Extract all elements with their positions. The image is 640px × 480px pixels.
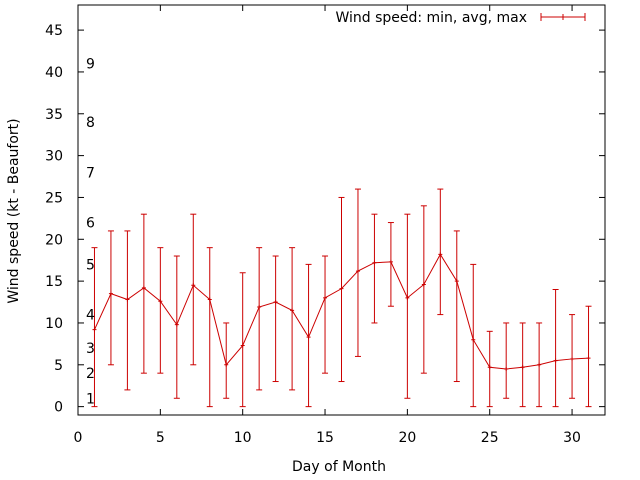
y-tick-label: 20 xyxy=(45,232,63,248)
avg-point xyxy=(158,299,163,304)
y-tick-label: 45 xyxy=(45,23,63,39)
y-tick-label: 5 xyxy=(54,358,63,374)
beaufort-label: 8 xyxy=(86,115,95,131)
beaufort-label: 2 xyxy=(86,366,95,382)
avg-point xyxy=(224,362,229,367)
avg-point xyxy=(520,365,525,370)
y-tick-label: 0 xyxy=(54,400,63,416)
beaufort-label: 3 xyxy=(86,341,95,357)
y-tick-label: 10 xyxy=(45,316,63,332)
avg-point xyxy=(570,356,575,361)
avg-point xyxy=(438,252,443,257)
avg-point xyxy=(537,362,542,367)
avg-point xyxy=(306,335,311,340)
avg-point xyxy=(108,291,113,296)
avg-point xyxy=(290,308,295,313)
avg-point xyxy=(487,365,492,370)
avg-point xyxy=(421,282,426,287)
avg-point xyxy=(339,286,344,291)
beaufort-label: 9 xyxy=(86,57,95,73)
avg-point xyxy=(273,300,278,305)
avg-point xyxy=(372,260,377,265)
avg-point xyxy=(174,322,179,327)
y-axis-label: Wind speed (kt - Beaufort) xyxy=(6,118,22,303)
avg-point xyxy=(92,327,97,332)
avg-point xyxy=(405,295,410,300)
legend-label: Wind speed: min, avg, max xyxy=(335,10,527,26)
beaufort-label: 6 xyxy=(86,216,95,232)
avg-point xyxy=(355,269,360,274)
x-tick-label: 20 xyxy=(398,430,416,446)
avg-point xyxy=(323,295,328,300)
y-tick-label: 40 xyxy=(45,65,63,81)
y-tick-label: 25 xyxy=(45,190,63,206)
x-tick-label: 0 xyxy=(74,430,83,446)
beaufort-label: 1 xyxy=(86,391,95,407)
avg-point xyxy=(553,358,558,363)
avg-point xyxy=(471,337,476,342)
avg-point xyxy=(207,297,212,302)
x-tick-label: 30 xyxy=(563,430,581,446)
x-tick-label: 5 xyxy=(156,430,165,446)
y-tick-label: 30 xyxy=(45,149,63,165)
avg-point xyxy=(586,356,591,361)
avg-point xyxy=(191,283,196,288)
y-tick-label: 35 xyxy=(45,107,63,123)
avg-point xyxy=(504,366,509,371)
x-tick-label: 15 xyxy=(316,430,334,446)
avg-point xyxy=(454,279,459,284)
beaufort-label: 4 xyxy=(86,308,95,324)
avg-point xyxy=(257,305,262,310)
plot-frame xyxy=(77,4,606,416)
beaufort-label: 7 xyxy=(86,165,95,181)
beaufort-label: 5 xyxy=(86,257,95,273)
x-axis-label: Day of Month xyxy=(292,459,386,475)
avg-point xyxy=(240,343,245,348)
x-tick-label: 25 xyxy=(481,430,499,446)
x-tick-label: 10 xyxy=(234,430,252,446)
y-tick-label: 15 xyxy=(45,274,63,290)
avg-point xyxy=(141,285,146,290)
avg-point xyxy=(388,259,393,264)
avg-point xyxy=(125,297,130,302)
legend: Wind speed: min, avg, max xyxy=(335,10,586,26)
